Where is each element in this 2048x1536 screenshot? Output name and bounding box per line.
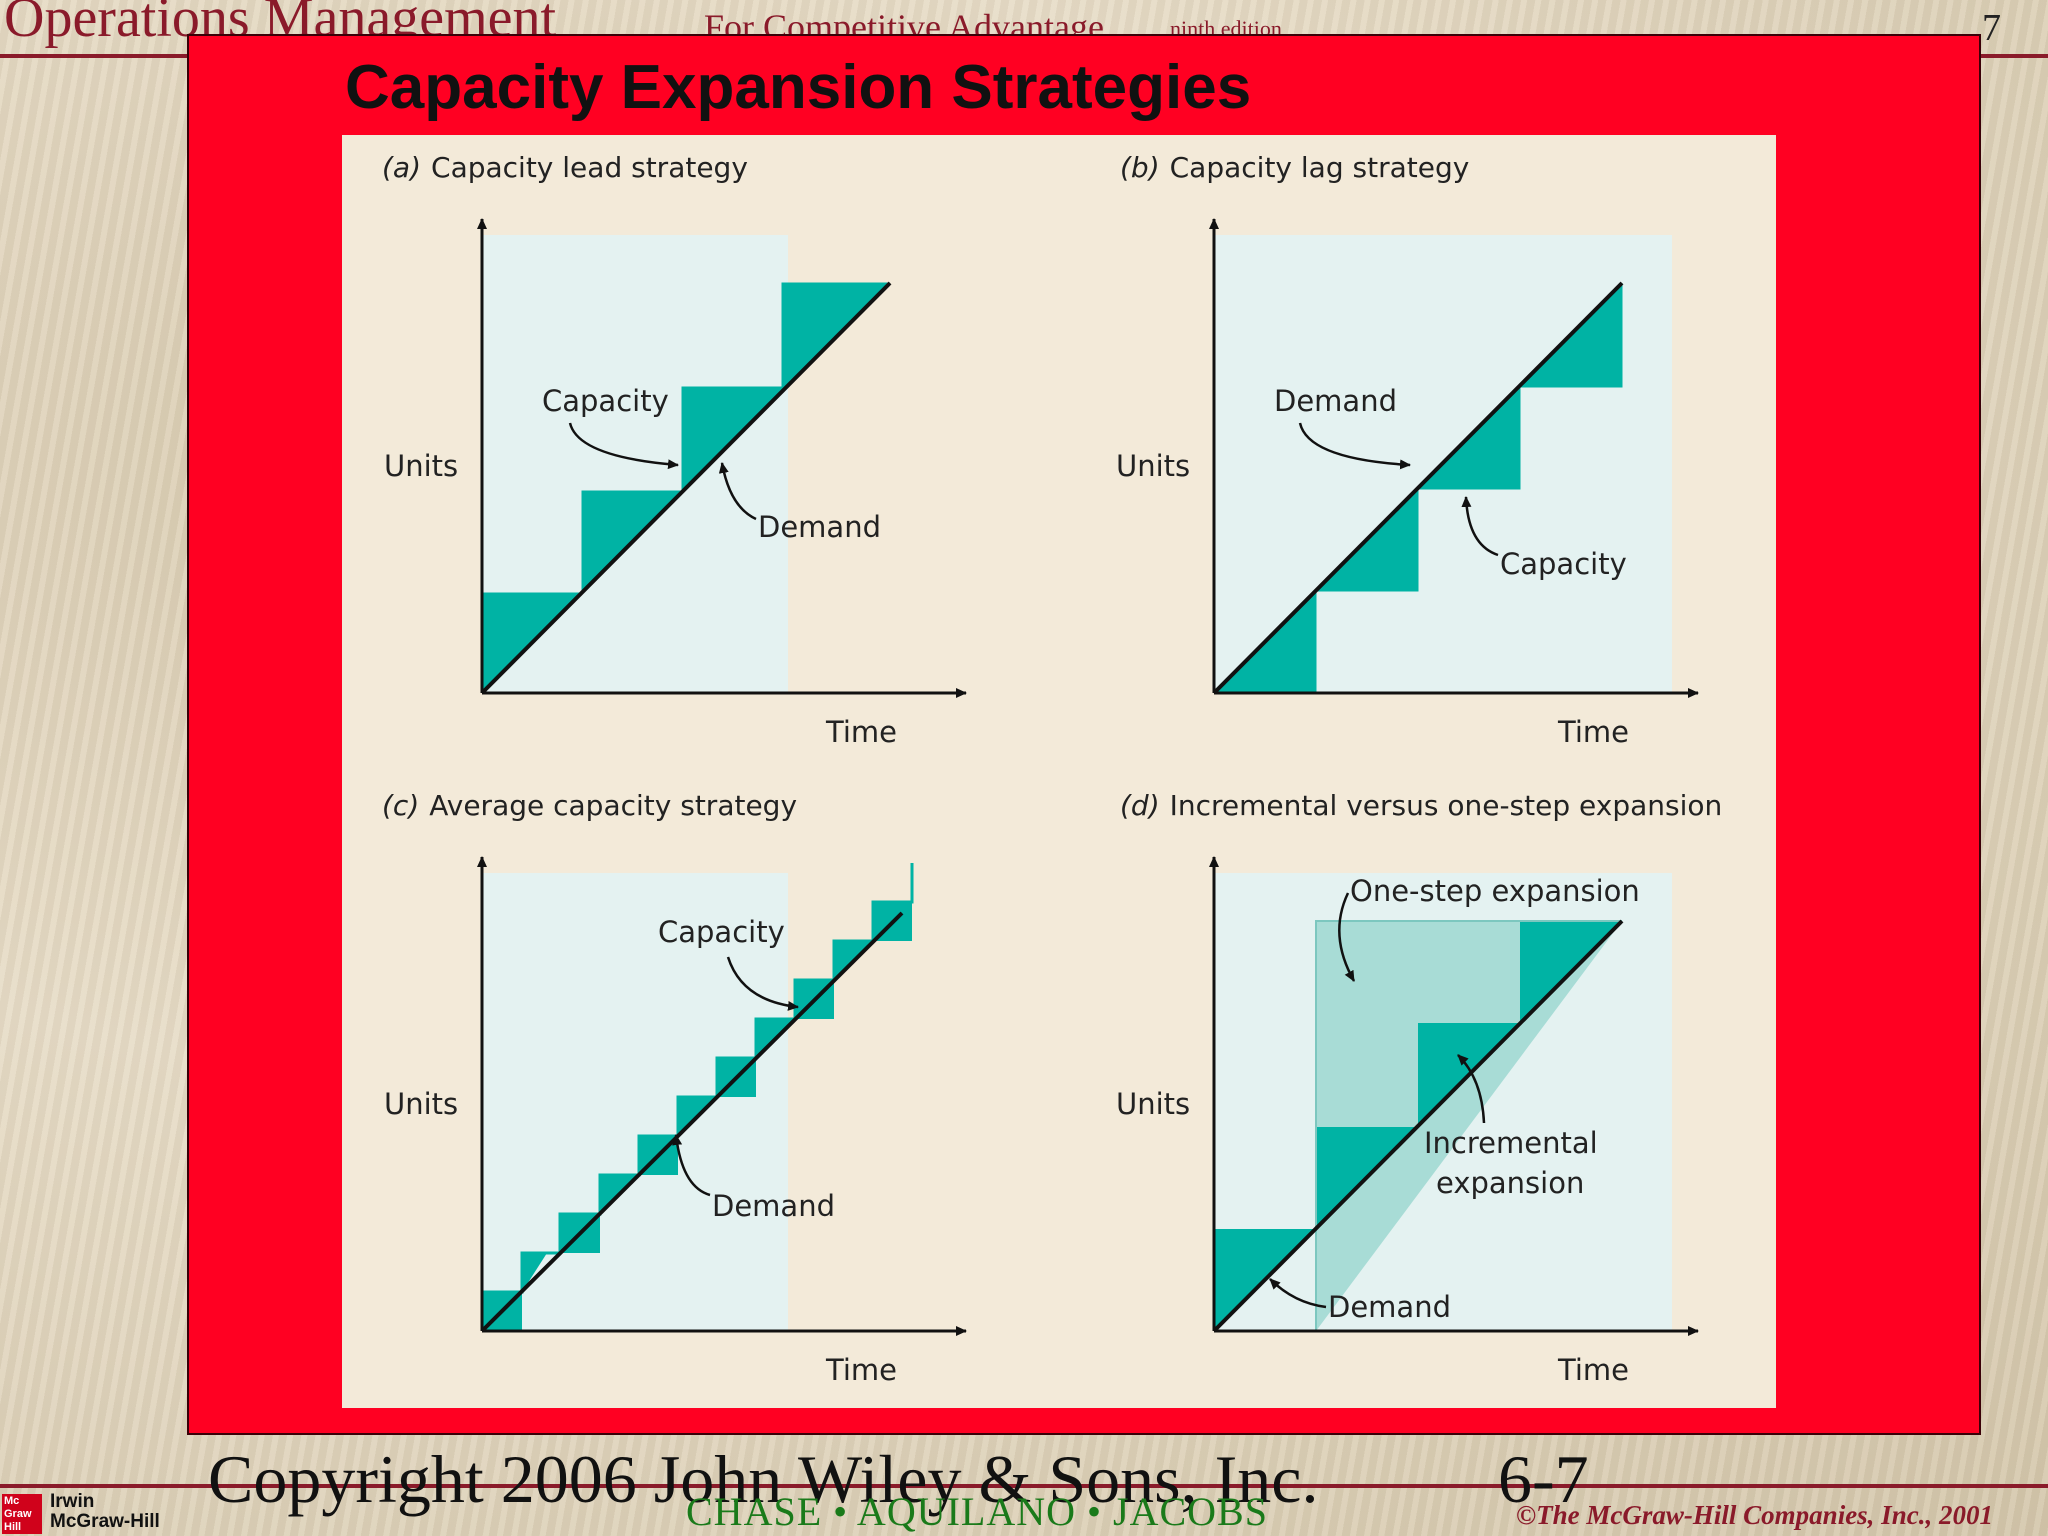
capacity-strategies-figure: (a) Capacity lead strategy Units Time Cap…	[342, 135, 1776, 1408]
panel-b-demand-line	[1212, 281, 1624, 695]
slide-title: Capacity Expansion Strategies	[345, 53, 1252, 122]
panel-d-incremental-arrow	[1457, 1054, 1486, 1124]
panel-d-xlabel: Time	[1557, 1353, 1629, 1387]
mcgraw-hill-logo-icon: Mc Graw Hill	[2, 1494, 42, 1534]
panel-c-xlabel: Time	[825, 1353, 897, 1387]
panel-b-xlabel: Time	[1557, 715, 1629, 749]
panel-c-heading: (c) Average capacity strategy	[382, 789, 797, 822]
panel-a-heading: (a) Capacity lead strategy	[382, 151, 748, 184]
panel-b-ylabel: Units	[1116, 449, 1190, 483]
publisher-logo: Mc Graw Hill Irwin McGraw-Hill	[2, 1492, 172, 1536]
panel-d-one-step-arrow	[1338, 892, 1356, 982]
page-number: 7	[1982, 7, 2001, 49]
figure-svg: (a) Capacity lead strategy Units Time Cap…	[382, 151, 1722, 1387]
panel-c-capacity-arrow	[726, 956, 799, 1011]
panel-c-demand-arrow	[672, 1134, 711, 1197]
authors-line: CHASE • AQUILANO • JACOBS	[686, 1489, 1268, 1534]
publisher-copyright: ©The McGraw-Hill Companies, Inc., 2001	[1516, 1500, 1993, 1530]
panel-a-capacity-arrow	[568, 422, 679, 470]
panel-d-ylabel: Units	[1116, 1087, 1190, 1121]
logo-wordmark: Irwin McGraw-Hill	[50, 1492, 160, 1532]
panel-d-demand-line	[1212, 919, 1624, 1333]
panel-d-one-step-label: One-step expansion	[1350, 874, 1640, 908]
panel-b: (b) Capacity lag strategy Units Time Dema…	[1116, 151, 1699, 749]
panel-d-incremental-label-2: expansion	[1436, 1166, 1584, 1200]
panel-c-capacity-label: Capacity	[658, 915, 785, 949]
panel-a-demand-arrow	[718, 462, 757, 521]
panel-a-capacity-label: Capacity	[542, 384, 669, 418]
panel-b-demand-arrow	[1298, 422, 1411, 470]
panel-a-xlabel: Time	[825, 715, 897, 749]
panel-d-incremental-label-1: Incremental	[1424, 1126, 1598, 1160]
panel-a-demand-line	[480, 281, 892, 695]
logo-line-2: McGraw-Hill	[50, 1511, 160, 1532]
panel-c-demand-line	[480, 911, 904, 1333]
panel-b-capacity-line	[1315, 283, 1623, 693]
copyright-text: Copyright 2006 John Wiley & Sons, Inc.	[208, 1441, 1319, 1517]
panel-a: (a) Capacity lead strategy Units Time Cap…	[382, 151, 967, 749]
panel-d-one-step-outline	[1315, 920, 1622, 1331]
panel-c-ylabel: Units	[384, 1087, 458, 1121]
footer-divider	[0, 1484, 2048, 1488]
panel-b-capacity-label: Capacity	[1500, 547, 1627, 581]
logo-line-1: Irwin	[50, 1491, 95, 1512]
slide-number: 6-7	[1498, 1441, 1589, 1517]
panel-a-demand-label: Demand	[758, 510, 881, 544]
panel-d-heading: (d) Incremental versus one-step expansion	[1120, 789, 1722, 822]
panel-b-heading: (b) Capacity lag strategy	[1120, 151, 1469, 184]
panel-d-demand-arrow	[1269, 1278, 1327, 1309]
panel-d: (d) Incremental versus one-step expansion…	[1116, 789, 1722, 1387]
panel-c-demand-label: Demand	[712, 1189, 835, 1223]
panel-b-capacity-arrow	[1461, 496, 1499, 557]
panel-d-demand-label: Demand	[1328, 1290, 1451, 1324]
panel-a-ylabel: Units	[384, 449, 458, 483]
panel-c: (c) Average capacity strategy Units Time …	[382, 789, 967, 1387]
panel-b-demand-label: Demand	[1274, 384, 1397, 418]
